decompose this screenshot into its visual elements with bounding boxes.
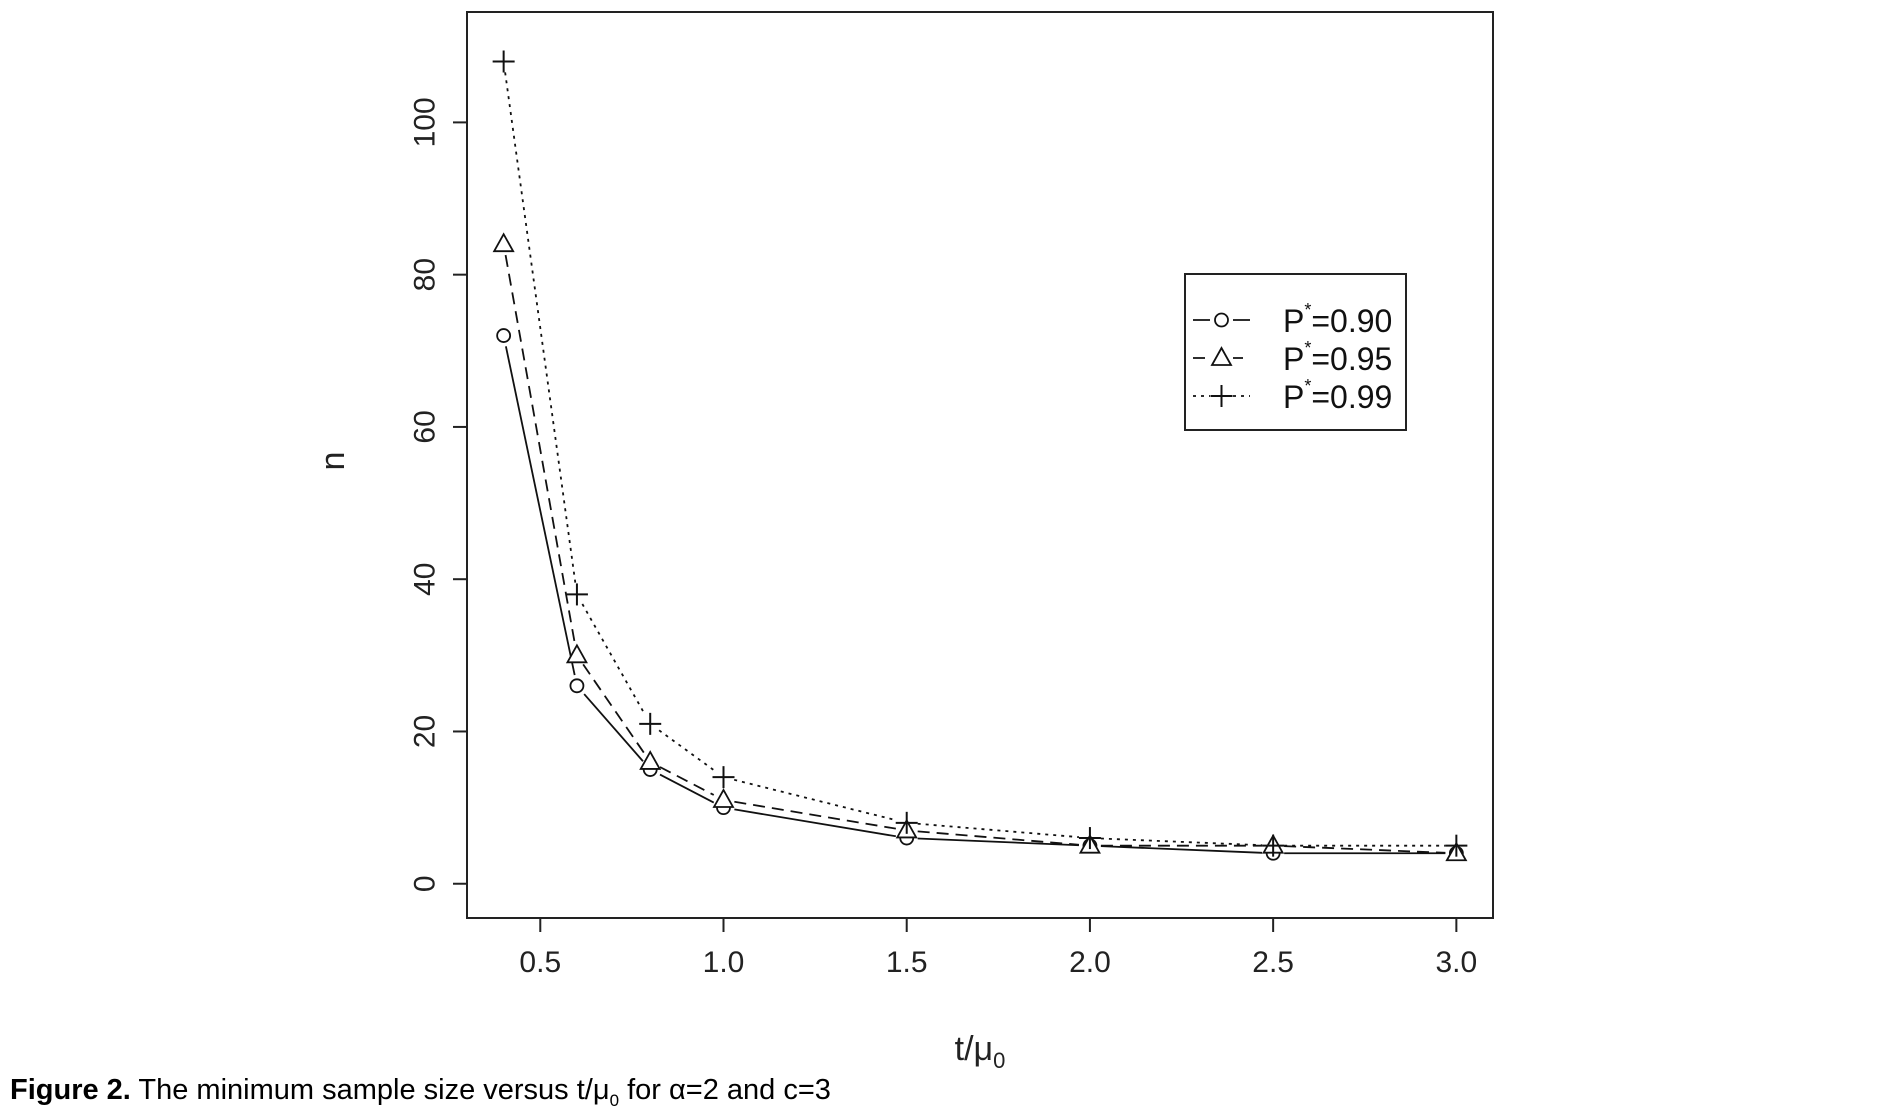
caption-text-after: for α=2 and c=3 xyxy=(619,1074,831,1106)
y-axis: 0 20 40 60 80 100 xyxy=(409,97,468,892)
legend-marker-2 xyxy=(1210,346,1233,366)
plot-area-frame xyxy=(466,11,1494,919)
series-3-segment xyxy=(504,72,577,584)
legend-label-1: P*=0.90 xyxy=(1283,300,1392,339)
series-layer xyxy=(492,50,1468,862)
series-3-point xyxy=(895,811,918,834)
series-3-point xyxy=(492,50,515,73)
series-1-segment xyxy=(734,808,897,838)
x-tick-label: 1.5 xyxy=(886,946,928,979)
series-2-segment xyxy=(659,766,715,796)
legend-label-base: P xyxy=(1283,379,1304,415)
series-2-segment xyxy=(504,254,576,645)
series-2-segment xyxy=(734,800,897,830)
series-2-segment xyxy=(582,663,645,754)
y-tick-label: 20 xyxy=(409,715,442,748)
y-tick-label: 80 xyxy=(409,258,442,291)
legend-label-superscript: * xyxy=(1304,376,1311,396)
series-3-segment xyxy=(1100,837,1263,847)
series-1-segment xyxy=(917,837,1079,847)
figure-caption: Figure 2. The minimum sample size versus… xyxy=(10,1074,831,1111)
series-3-point xyxy=(712,766,735,789)
legend-label-value: =0.95 xyxy=(1311,341,1392,377)
series-3-segment xyxy=(581,603,646,715)
x-tick-label: 0.5 xyxy=(519,946,561,979)
legend: P*=0.90P*=0.95P*=0.99 xyxy=(1184,273,1407,431)
legend-marker-1 xyxy=(1214,312,1229,328)
caption-subscript: 0 xyxy=(609,1090,620,1110)
legend-label-base: P xyxy=(1283,303,1304,339)
series-3-point xyxy=(1445,834,1468,857)
series-1-segment xyxy=(583,693,644,762)
x-axis-title: t/μ0 xyxy=(955,1030,1006,1073)
x-tick-label: 1.0 xyxy=(703,946,745,979)
series-2-segment xyxy=(917,830,1080,846)
y-tick-label: 40 xyxy=(409,563,442,596)
y-tick-label: 0 xyxy=(409,875,442,892)
series-3-point xyxy=(565,583,588,606)
series-2 xyxy=(492,232,1468,862)
caption-text-before: The minimum sample size versus t/μ xyxy=(130,1074,610,1106)
series-3-point xyxy=(1262,834,1285,857)
series-2-segment xyxy=(1284,845,1446,854)
legend-label-base: P xyxy=(1283,341,1304,377)
legend-label-value: =0.90 xyxy=(1311,303,1392,339)
figure-label: Figure 2. xyxy=(10,1074,131,1106)
series-2-point xyxy=(565,643,588,664)
legend-label-3: P*=0.99 xyxy=(1283,376,1392,415)
legend-marker-3 xyxy=(1210,385,1233,407)
series-2-point xyxy=(712,788,735,808)
series-2-point xyxy=(639,750,662,770)
series-3-point xyxy=(639,712,662,735)
series-3 xyxy=(492,50,1468,857)
x-tick-label: 2.5 xyxy=(1252,946,1294,979)
series-2-point xyxy=(492,232,515,253)
series-3-point xyxy=(1078,827,1101,850)
y-tick-label: 60 xyxy=(409,410,442,443)
series-1-point xyxy=(496,328,512,343)
series-3-segment xyxy=(917,822,1080,839)
legend-label-superscript: * xyxy=(1304,300,1311,320)
x-tick-label: 3.0 xyxy=(1435,946,1477,979)
y-tick-label: 100 xyxy=(409,97,442,147)
legend-label-2: P*=0.95 xyxy=(1283,338,1392,377)
y-axis-title: n xyxy=(314,452,352,471)
legend-label-superscript: * xyxy=(1304,338,1311,358)
legend-label-value: =0.99 xyxy=(1311,379,1392,415)
series-3-segment xyxy=(658,729,716,772)
series-1-point xyxy=(569,678,585,694)
series-1-segment xyxy=(505,346,576,676)
series-1-segment xyxy=(659,773,715,804)
x-axis-title-main: t/μ xyxy=(955,1030,993,1068)
x-axis: 0.5 1.0 1.5 2.0 2.5 3.0 xyxy=(519,917,1477,979)
series-1-segment xyxy=(1100,845,1263,854)
x-tick-label: 2.0 xyxy=(1069,946,1111,979)
x-axis-title-sub: 0 xyxy=(993,1048,1005,1073)
